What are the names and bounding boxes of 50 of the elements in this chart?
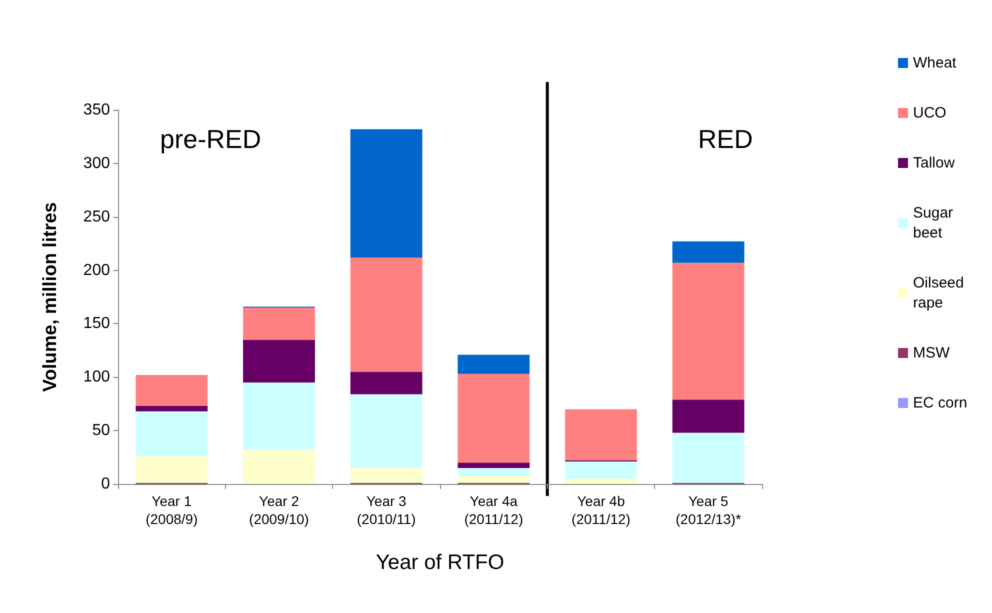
bar	[243, 340, 315, 382]
bar	[458, 462, 530, 468]
bar	[350, 468, 422, 483]
x-tick-label: Year 5 (2012/13)*	[676, 493, 742, 527]
bar	[243, 382, 315, 450]
x-tick-label: Year 2 (2009/10)	[249, 493, 309, 527]
legend-label: EC corn	[913, 394, 968, 412]
legend-label: Oilseed rape	[913, 274, 968, 312]
bar	[350, 372, 422, 394]
bar	[458, 468, 530, 476]
legend-label: Tallow	[913, 154, 955, 172]
x-tick-label: Year 4b (2011/12)	[572, 493, 630, 527]
y-tick-label: 300	[83, 154, 110, 172]
bar	[458, 475, 530, 483]
x-tick-label: Year 4a (2011/12)	[464, 493, 524, 527]
y-tick-label: 250	[83, 208, 110, 226]
y-tick-label: 150	[83, 315, 110, 332]
bar	[672, 432, 744, 483]
x-tick-label: Year 1 (2008/9)	[146, 493, 198, 527]
bar	[458, 354, 530, 374]
bar	[350, 394, 422, 468]
x-axis-title: Year of RTFO	[376, 551, 504, 574]
legend-label: Wheat	[913, 54, 958, 72]
bar	[136, 406, 208, 412]
bar	[458, 374, 530, 463]
y-axis-title: Volume, million litres	[40, 202, 61, 392]
bar	[672, 400, 744, 433]
bar	[136, 456, 208, 483]
bar	[243, 450, 315, 484]
legend-label: MSW	[913, 344, 950, 362]
bar	[565, 462, 637, 479]
bar	[350, 129, 422, 258]
bar	[672, 241, 744, 263]
y-tick-label: 50	[92, 422, 110, 440]
y-tick-label: 350	[83, 102, 110, 118]
x-tick-label: Year 3 (2010/11)	[356, 493, 416, 527]
legend-label: Sugar beet	[913, 204, 958, 242]
bar	[565, 478, 637, 484]
y-tick-label: 200	[83, 262, 110, 279]
bar	[136, 411, 208, 456]
bar	[136, 375, 208, 406]
bar	[243, 308, 315, 340]
annotation: pre-RED	[160, 124, 262, 154]
bar	[565, 409, 637, 460]
annotation: RED	[698, 124, 753, 154]
bar	[672, 262, 744, 400]
y-tick-label: 100	[83, 368, 110, 386]
y-tick-label: 0	[101, 476, 110, 492]
legend-label: UCO	[913, 104, 946, 122]
bar	[350, 257, 422, 372]
